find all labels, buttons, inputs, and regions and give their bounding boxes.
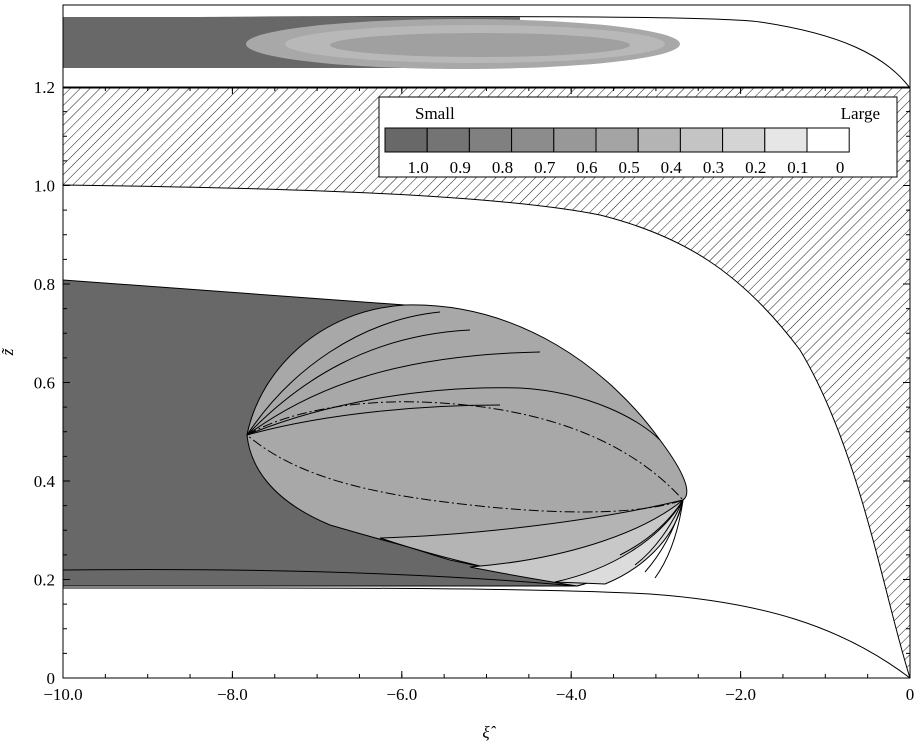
y-axis-label: z̃ xyxy=(0,348,17,357)
legend-swatch xyxy=(595,127,639,153)
legend-level-label: 1.0 xyxy=(407,158,428,177)
outer-boundary-curve xyxy=(62,184,911,679)
legend-swatch xyxy=(511,127,555,153)
inset-ellipse-core xyxy=(330,33,630,57)
legend-labels: 1.0 0.9 0.8 0.7 0.6 0.5 0.4 0.3 0.2 0.1 0 xyxy=(407,158,844,177)
y-axis: 0 0.2 0.4 0.6 0.8 1.0 1.2 xyxy=(34,78,910,688)
legend-swatch xyxy=(637,127,681,153)
legend-swatch xyxy=(426,127,470,153)
legend-level-label: 0.2 xyxy=(745,158,766,177)
legend-swatch xyxy=(553,127,597,153)
legend-right-label: Large xyxy=(841,104,880,123)
y-tick-label: 0.2 xyxy=(34,571,55,590)
legend-level-label: 0 xyxy=(836,158,845,177)
x-tick-label: −10.0 xyxy=(43,685,82,704)
y-tick-label: 0.8 xyxy=(34,275,55,294)
lower-contours xyxy=(619,499,684,579)
legend-level-label: 0.4 xyxy=(661,158,683,177)
legend-swatch xyxy=(679,127,724,153)
legend-swatch xyxy=(468,127,513,153)
inset-panel xyxy=(62,4,911,89)
y-tick-label: 0.4 xyxy=(34,472,56,491)
legend-level-label: 0.7 xyxy=(534,158,556,177)
x-axis: −10.0 −8.0 −6.0 −4.0 −2.0 0 xyxy=(43,87,914,704)
legend-swatches xyxy=(384,127,850,153)
legend-level-label: 0.8 xyxy=(492,158,513,177)
x-tick-label: −2.0 xyxy=(725,685,756,704)
legend-swatch xyxy=(806,127,850,153)
dash-dot-curve xyxy=(246,401,684,513)
x-axis-label: ξ̂ xyxy=(482,723,496,742)
x-tick-label: −8.0 xyxy=(217,685,248,704)
legend-swatch xyxy=(722,127,766,153)
legend-level-label: 0.5 xyxy=(618,158,639,177)
y-tick-label: 0.6 xyxy=(34,374,55,393)
legend-level-label: 0.9 xyxy=(450,158,471,177)
lower-boundary-curve xyxy=(62,587,911,679)
y-tick-label: 0 xyxy=(47,669,56,688)
x-tick-label: 0 xyxy=(906,685,915,704)
legend-swatch xyxy=(384,127,428,153)
legend-level-label: 0.6 xyxy=(576,158,597,177)
y-tick-label: 1.0 xyxy=(34,177,55,196)
legend-swatch xyxy=(764,127,808,153)
x-tick-label: −4.0 xyxy=(556,685,587,704)
main-plot xyxy=(62,87,911,679)
y-tick-label: 1.2 xyxy=(34,78,55,97)
legend-level-label: 0.1 xyxy=(787,158,808,177)
hatched-region xyxy=(63,87,910,678)
legend: Small Large 1.0 0.9 0.8 0.7 0.6 0.5 0.4 0.3 0.2 0… xyxy=(378,96,898,178)
lower-band xyxy=(62,569,578,587)
legend-level-label: 0.3 xyxy=(703,158,724,177)
legend-left-label: Small xyxy=(415,104,455,123)
x-tick-label: −6.0 xyxy=(386,685,417,704)
